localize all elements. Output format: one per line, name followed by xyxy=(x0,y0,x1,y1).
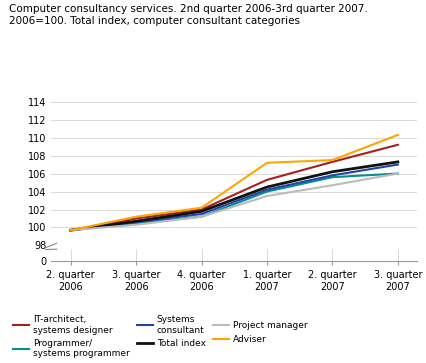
Legend: IT-architect,
systems designer, Programmer/
systems programmer, Systems
consulta: IT-architect, systems designer, Programm… xyxy=(13,315,308,359)
Text: Computer consultancy services. 2nd quarter 2006-3rd quarter 2007.
2006=100. Tota: Computer consultancy services. 2nd quart… xyxy=(9,4,367,26)
